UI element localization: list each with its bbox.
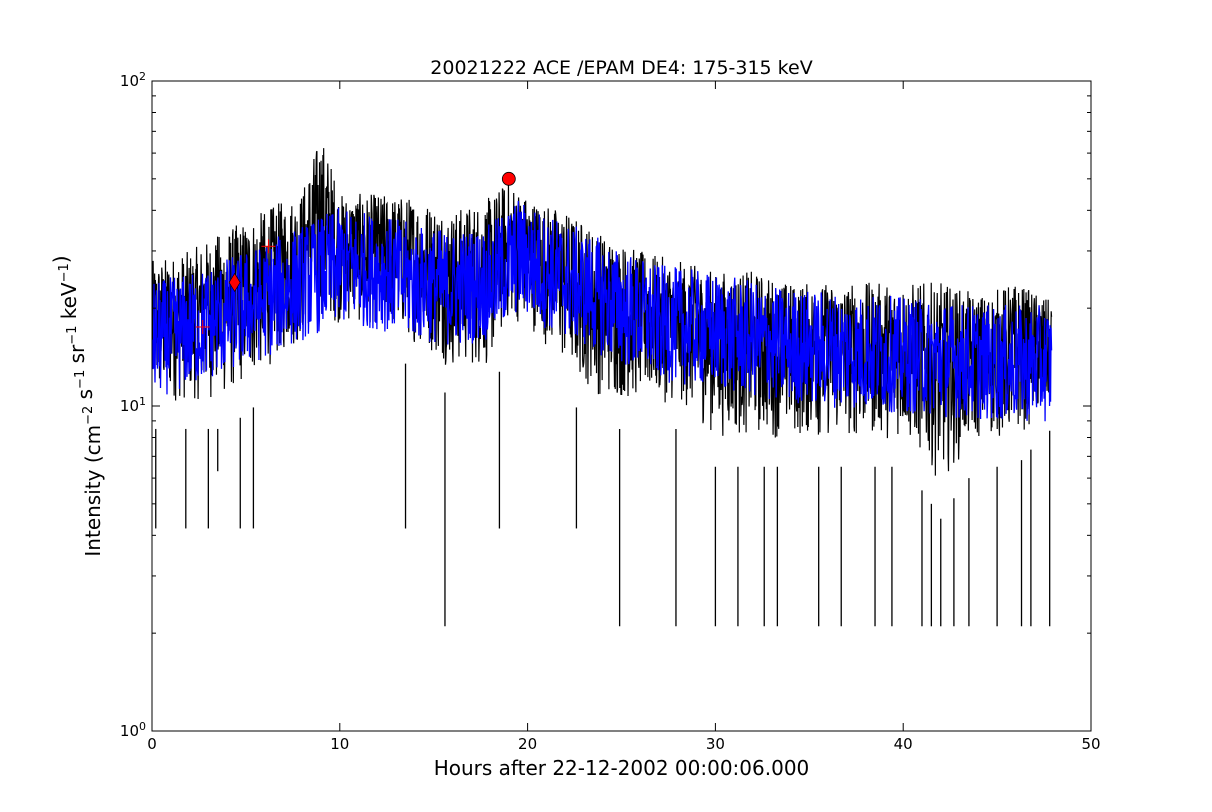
y-tick-label: 100 [120,720,146,740]
x-tick-label: 50 [1081,735,1100,753]
x-axis-label: Hours after 22-12-2002 00:00:06.000 [434,756,810,780]
axes: 0 10 20 30 40 50 100 101 102 [120,70,1101,753]
x-tick-label: 10 [330,735,349,753]
series-smoothed-line [152,200,1053,422]
marker-plus [195,320,210,335]
marker-circle [501,171,516,186]
plot-content [152,148,1053,627]
chart-title: 20021222 ACE /EPAM DE4: 175-315 keV [430,57,812,79]
x-tick-label: 40 [894,735,913,753]
y-axis-label: Intensity (cm−2 s−1 sr−1 keV−1) [49,255,105,556]
x-tick-label: 0 [147,735,157,753]
marker-plus [261,239,276,254]
marker-diamond [228,272,241,293]
x-tick-label: 30 [706,735,725,753]
x-tick-label: 20 [518,735,537,753]
y-tick-label: 101 [120,395,146,415]
y-tick-label: 102 [120,70,146,90]
